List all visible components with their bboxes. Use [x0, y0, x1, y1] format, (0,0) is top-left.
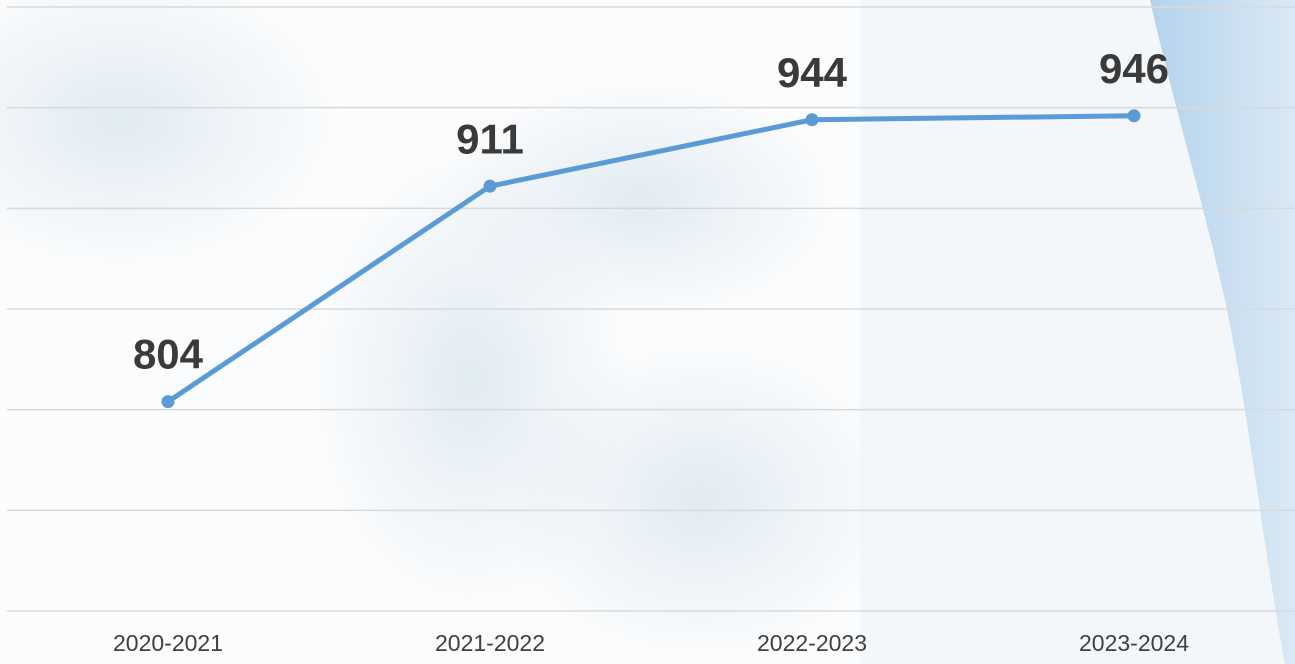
- data-point: [806, 113, 819, 126]
- data-point: [1128, 109, 1141, 122]
- data-label: 944: [777, 49, 848, 96]
- x-tick-label: 2023-2024: [1079, 630, 1189, 656]
- x-tick-label: 2020-2021: [113, 630, 223, 656]
- data-point: [484, 180, 497, 193]
- x-tick-label: 2021-2022: [435, 630, 545, 656]
- chart: 2020-2021 2021-2022 2022-2023 2023-2024 804 9…: [0, 0, 1295, 664]
- page: {"chart_data": {"type": "line", "categor…: [0, 0, 1295, 664]
- data-point: [162, 395, 175, 408]
- x-tick-label: 2022-2023: [757, 630, 867, 656]
- data-label: 804: [133, 331, 204, 378]
- data-label: 911: [456, 115, 524, 162]
- data-label: 946: [1099, 45, 1169, 92]
